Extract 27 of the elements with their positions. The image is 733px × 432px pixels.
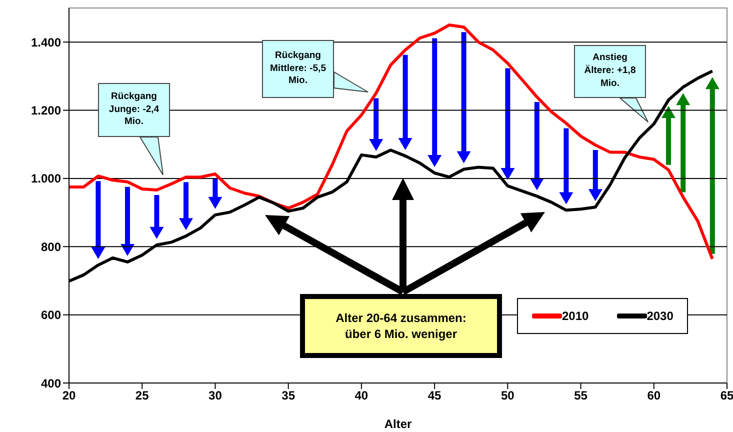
callout-box: Alter 20-64 zusammen: über 6 Mio. weniger bbox=[300, 294, 502, 358]
x-tick-label: 35 bbox=[282, 388, 296, 403]
x-tick-label: 20 bbox=[62, 388, 76, 403]
y-tick-label: 1.000 bbox=[30, 172, 62, 186]
annotation: Alter 20-64 zusammen: über 6 Mio. weniger bbox=[334, 310, 468, 342]
callout-box: Rückgang Junge: -2,4 Mio. bbox=[98, 83, 170, 137]
y-tick-label: 1.400 bbox=[30, 35, 62, 50]
x-tick-label: 50 bbox=[500, 388, 515, 403]
annotation: Rückgang Junge: -2,4 Mio. bbox=[108, 90, 160, 130]
callout-box: Rückgang Mittlere: -5,5 Mio. bbox=[262, 40, 334, 98]
x-tick-label: 55 bbox=[574, 388, 588, 403]
x-tick-label: 40 bbox=[354, 388, 368, 403]
legend-label: 2010 bbox=[561, 309, 589, 323]
annotation: Rückgang Mittlere: -5,5 Mio. bbox=[269, 50, 327, 88]
y-tick-label: 1.200 bbox=[30, 104, 62, 118]
legend-label: 2030 bbox=[646, 309, 674, 323]
y-tick-label: 400 bbox=[40, 376, 62, 390]
x-tick-label: 25 bbox=[135, 388, 150, 403]
y-tick-label: 800 bbox=[40, 240, 62, 254]
x-axis-title: Alter bbox=[384, 417, 412, 431]
x-tick-label: 30 bbox=[208, 388, 222, 403]
annotation: Anstieg Ältere: +1,8 Mio. bbox=[583, 52, 637, 91]
y-tick-label: 600 bbox=[40, 308, 62, 322]
x-tick-label: 60 bbox=[647, 388, 661, 403]
x-tick-label: 45 bbox=[428, 388, 442, 403]
x-tick-label: 65 bbox=[720, 388, 733, 403]
line-series bbox=[69, 24, 714, 260]
